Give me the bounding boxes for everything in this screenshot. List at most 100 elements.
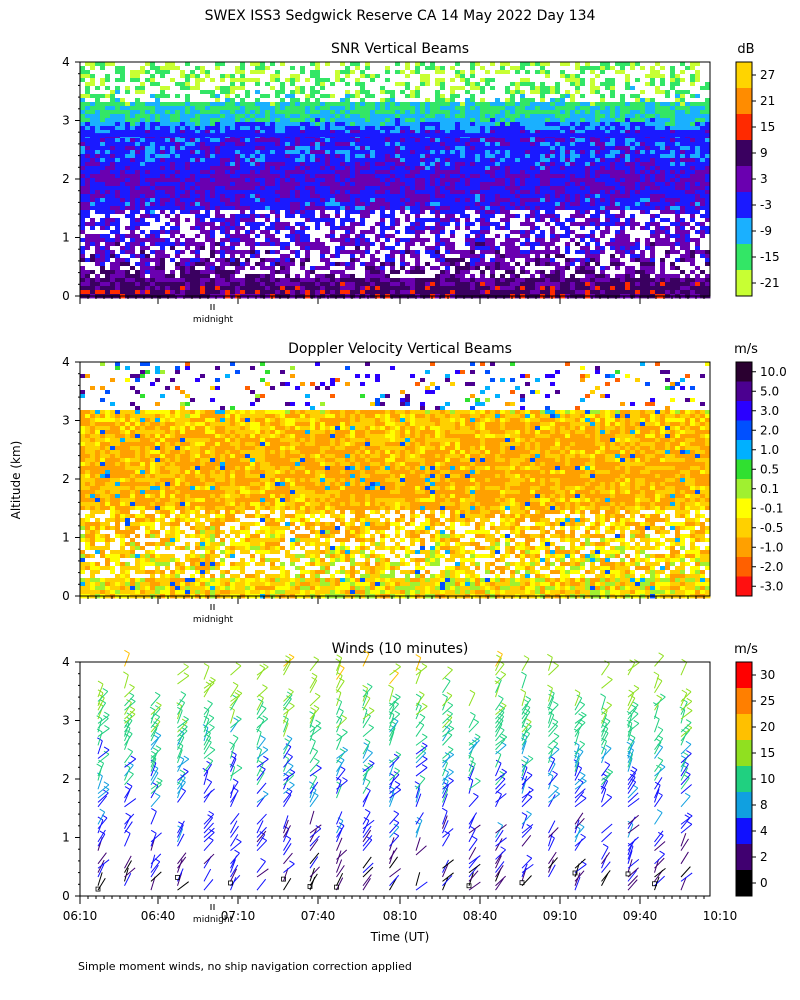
snr-cell — [400, 102, 406, 107]
snr-cell — [200, 138, 206, 143]
snr-cell — [490, 282, 496, 287]
snr-cell — [270, 98, 276, 103]
snr-cell — [275, 198, 281, 203]
snr-cell — [430, 274, 436, 279]
snr-cell — [225, 274, 231, 279]
snr-cell — [340, 278, 346, 283]
snr-cell — [230, 186, 236, 191]
snr-cell — [250, 234, 256, 239]
snr-cell — [145, 182, 151, 187]
snr-cell — [110, 242, 116, 247]
snr-cell — [140, 282, 146, 287]
snr-cell — [110, 182, 116, 187]
snr-cell — [410, 190, 416, 195]
snr-cell — [310, 102, 316, 107]
snr-cell — [395, 186, 401, 191]
snr-cell — [270, 126, 276, 131]
snr-cell — [85, 250, 91, 255]
snr-cell — [435, 150, 441, 155]
snr-cell — [300, 86, 306, 91]
snr-cell — [390, 74, 396, 79]
snr-cell — [85, 190, 91, 195]
snr-cell — [220, 202, 226, 207]
snr-cell — [395, 94, 401, 99]
snr-cell — [440, 210, 446, 215]
snr-cell — [320, 242, 326, 247]
snr-cell — [445, 210, 451, 215]
snr-cell — [370, 254, 376, 259]
snr-cell — [220, 114, 226, 119]
snr-cell — [225, 126, 231, 131]
snr-cell — [180, 166, 186, 171]
snr-cell — [445, 158, 451, 163]
snr-cell — [400, 278, 406, 283]
snr-cell — [80, 166, 86, 171]
snr-cell — [360, 106, 366, 111]
snr-cell — [300, 62, 306, 67]
snr-cell — [210, 114, 216, 119]
snr-cell — [185, 138, 191, 143]
snr-cell — [490, 290, 496, 295]
snr-cell — [495, 226, 501, 231]
snr-cell — [495, 82, 501, 87]
snr-cell — [300, 258, 306, 263]
snr-cell — [370, 286, 376, 291]
snr-cell — [155, 278, 161, 283]
snr-cell — [170, 202, 176, 207]
snr-cell — [470, 86, 476, 91]
snr-cell — [265, 274, 271, 279]
snr-cell — [200, 162, 206, 167]
snr-cell — [110, 138, 116, 143]
snr-cell — [400, 270, 406, 275]
snr-cell — [470, 238, 476, 243]
snr-cell — [130, 94, 136, 99]
snr-cell — [125, 70, 131, 75]
snr-cell — [220, 78, 226, 83]
snr-cell — [230, 182, 236, 187]
snr-cell — [355, 258, 361, 263]
snr-cell — [420, 98, 426, 103]
snr-cell — [460, 234, 466, 239]
snr-cell — [190, 114, 196, 119]
snr-cell — [135, 126, 141, 131]
snr-cell — [470, 278, 476, 283]
snr-cell — [380, 74, 386, 79]
snr-cell — [190, 106, 196, 111]
snr-cell — [235, 290, 241, 295]
snr-cell — [275, 62, 281, 67]
snr-cell — [450, 170, 456, 175]
snr-cell — [180, 106, 186, 111]
snr-cell — [330, 242, 336, 247]
snr-cell — [490, 98, 496, 103]
snr-cell — [390, 146, 396, 151]
snr-cell — [365, 230, 371, 235]
snr-cell — [380, 122, 386, 127]
snr-cell — [345, 114, 351, 119]
snr-cell — [155, 250, 161, 255]
snr-cell — [200, 278, 206, 283]
snr-cell — [265, 266, 271, 271]
snr-cell — [380, 170, 386, 175]
snr-cell — [435, 250, 441, 255]
snr-cell — [210, 182, 216, 187]
snr-cell — [430, 114, 436, 119]
snr-cell — [215, 210, 221, 215]
snr-cell — [375, 246, 381, 251]
snr-cell — [430, 206, 436, 211]
snr-cell — [385, 206, 391, 211]
snr-cell — [260, 250, 266, 255]
snr-cell — [455, 242, 461, 247]
snr-cell — [400, 234, 406, 239]
snr-cell — [200, 234, 206, 239]
snr-cell — [435, 262, 441, 267]
snr-cell — [135, 186, 141, 191]
snr-cell — [180, 262, 186, 267]
snr-cell — [310, 106, 316, 111]
snr-cell — [430, 210, 436, 215]
snr-cell — [300, 166, 306, 171]
snr-cell — [480, 282, 486, 287]
snr-cell — [135, 86, 141, 91]
snr-cell — [175, 138, 181, 143]
snr-cell — [285, 262, 291, 267]
snr-cell — [90, 218, 96, 223]
